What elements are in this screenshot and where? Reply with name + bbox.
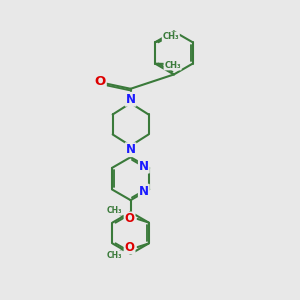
Text: CH₃: CH₃ [164, 61, 181, 70]
Text: CH₃: CH₃ [106, 206, 122, 215]
Text: O: O [124, 241, 135, 254]
Text: CH₃: CH₃ [163, 32, 179, 41]
Text: N: N [139, 185, 149, 198]
Text: CH₃: CH₃ [106, 251, 122, 260]
Text: N: N [126, 93, 136, 106]
Text: O: O [94, 75, 106, 88]
Text: N: N [126, 143, 136, 156]
Text: N: N [139, 160, 149, 172]
Text: O: O [124, 212, 135, 226]
